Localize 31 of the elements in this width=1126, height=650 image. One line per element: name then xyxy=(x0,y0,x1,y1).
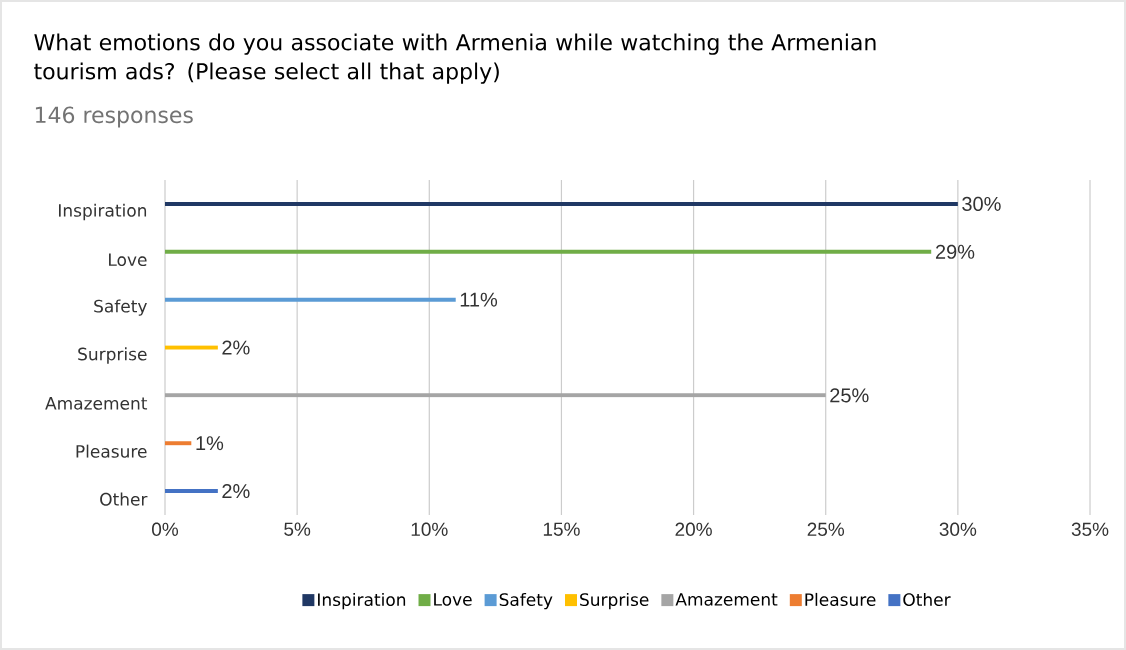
y-tick-label: Safety xyxy=(94,299,147,316)
legend-label: Amazement xyxy=(675,593,778,606)
x-tick-label: 5% xyxy=(284,522,311,536)
x-tick-label: 30% xyxy=(939,522,977,536)
legend-label: Safety xyxy=(499,592,553,610)
data-label: 29% xyxy=(935,244,975,259)
chart-title: What emotions do you associate with Armenia while watching the Armenian tourism ads? (Please select all that apply) xyxy=(34,33,876,84)
x-tick-label: 0% xyxy=(152,522,179,536)
data-label: 2% xyxy=(222,484,250,499)
y-tick-label: Other xyxy=(100,492,148,506)
y-tick-label: Love xyxy=(109,253,147,267)
data-label: 25% xyxy=(830,388,869,403)
x-tick-label: 20% xyxy=(675,522,712,536)
data-label: 30% xyxy=(962,196,1001,212)
y-tick-label: Pleasure xyxy=(76,444,147,458)
x-tick-label: 35% xyxy=(1071,522,1109,536)
legend-label: Inspiration xyxy=(318,592,406,610)
data-label: 2% xyxy=(222,340,250,355)
x-tick-label: 10% xyxy=(411,522,448,536)
chart-subtitle: 146 responses xyxy=(35,106,193,128)
legend-label: Love xyxy=(434,593,472,606)
legend-label: Other xyxy=(903,592,951,607)
data-label: 1% xyxy=(196,436,224,451)
y-tick-label: Inspiration xyxy=(59,203,147,221)
x-tick-label: 25% xyxy=(807,522,845,536)
data-label: 11% xyxy=(460,292,498,307)
legend-label: Surprise xyxy=(580,592,649,610)
x-tick-label: 15% xyxy=(543,522,580,536)
y-tick-label: Surprise xyxy=(78,347,147,364)
y-tick-label: Amazement xyxy=(45,397,148,410)
legend-label: Pleasure xyxy=(805,592,876,607)
